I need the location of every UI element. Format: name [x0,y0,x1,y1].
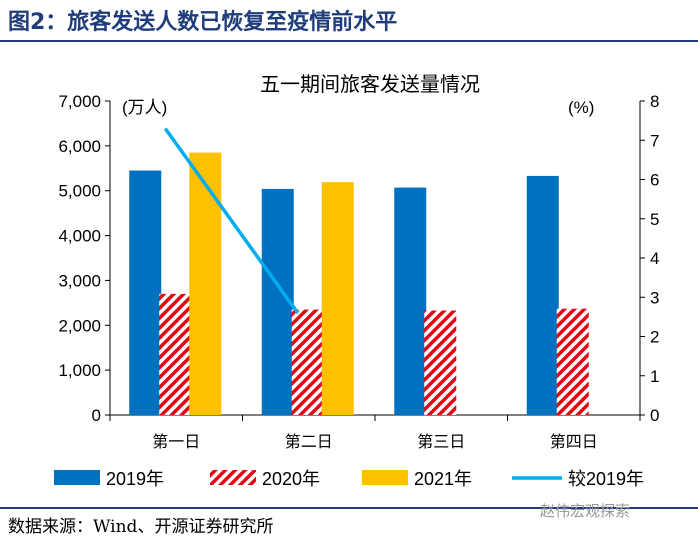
chart-title: 五一期间旅客发送量情况 [260,73,480,96]
right-tick-label: 7 [650,131,659,150]
left-tick-label: 7,000 [58,92,101,111]
bar-2020-3 [424,310,457,415]
legend-swatch-1 [54,470,100,485]
left-tick-label: 3,000 [58,271,101,290]
left-tick-label: 2,000 [58,316,101,335]
right-axis-unit: (%) [568,98,594,117]
legend-label-1: 2019年 [106,469,164,489]
right-tick-label: 2 [650,328,659,347]
left-tick-label: 5,000 [58,182,101,201]
right-tick-label: 3 [650,288,659,307]
watermark: 赵伟宏观探索 [540,502,631,520]
x-tick-label: 第四日 [550,433,598,451]
chart-area: 五一期间旅客发送量情况 0 1,000 2,000 3,000 4,000 5,000 6,… [54,73,659,489]
legend-label-2: 2020年 [262,469,320,489]
x-tick-label: 第一日 [152,433,200,451]
right-tick-label: 8 [650,92,659,111]
left-tick-label: 0 [92,406,101,425]
bar-2021-1 [189,152,222,416]
bar-2020-4 [556,308,589,415]
right-tick-label: 6 [650,171,659,190]
bar-2019-4 [526,175,559,415]
bar-2021-2 [321,182,354,415]
right-tick-label: 4 [650,249,659,268]
left-axis-unit: (万人) [122,98,167,117]
legend-label-3: 2021年 [414,469,472,489]
bar-2020-1 [159,293,192,415]
right-tick-label: 0 [650,406,659,425]
bar-2019-3 [394,187,427,415]
right-tick-label: 1 [650,367,659,386]
legend-swatch-2 [210,470,256,485]
legend-label-4: 较2019年 [568,469,644,489]
left-tick-label: 4,000 [58,227,101,246]
title-rule [0,40,698,42]
left-tick-label: 1,000 [58,361,101,380]
bar-2020-2 [291,309,324,415]
source-rule [0,507,698,509]
x-tick-label: 第二日 [285,433,333,451]
x-tick-label: 第三日 [417,433,465,451]
source-note: 数据来源：Wind、开源证券研究所 [8,517,274,537]
legend-swatch-3 [362,470,408,485]
ratio-line [163,127,300,314]
bar-2019-1 [129,170,162,415]
left-tick-label: 6,000 [58,137,101,156]
figure-title: 图2：旅客发送人数已恢复至疫情前水平 [8,10,398,35]
right-tick-label: 5 [650,210,659,229]
